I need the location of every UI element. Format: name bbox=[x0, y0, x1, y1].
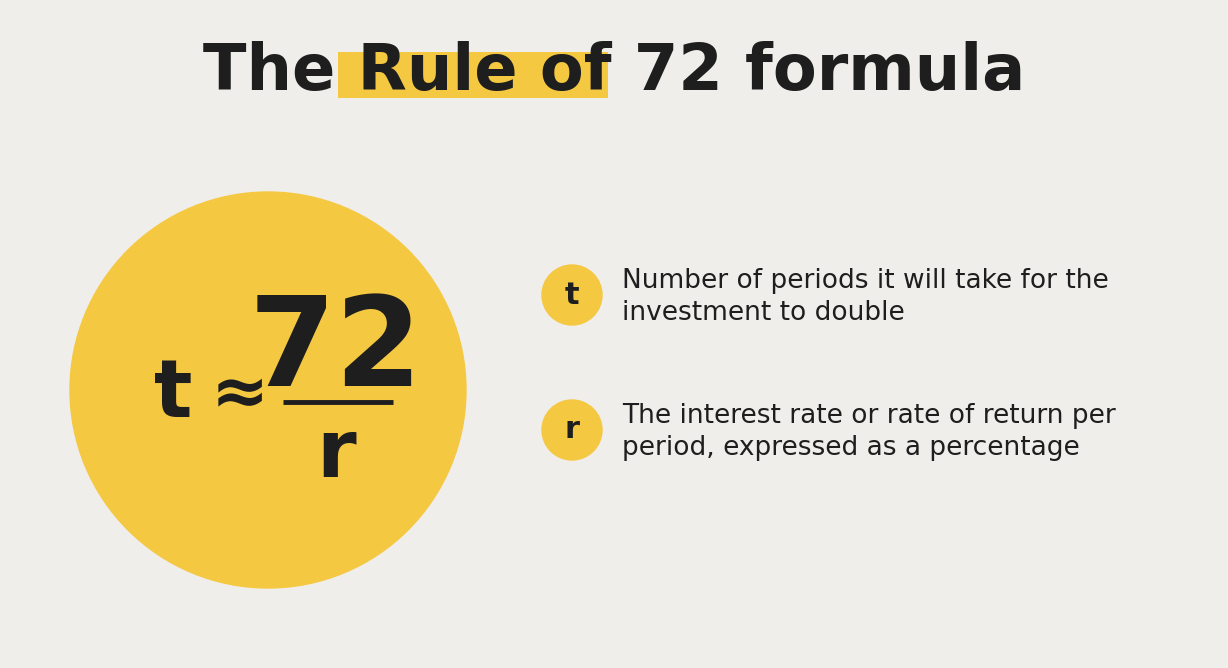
Text: t: t bbox=[565, 281, 580, 309]
Text: t: t bbox=[154, 356, 193, 434]
Text: r: r bbox=[565, 415, 580, 444]
Text: investment to double: investment to double bbox=[623, 300, 905, 326]
Text: Number of periods it will take for the: Number of periods it will take for the bbox=[623, 268, 1109, 294]
FancyBboxPatch shape bbox=[338, 52, 608, 98]
Circle shape bbox=[542, 265, 602, 325]
Circle shape bbox=[70, 192, 465, 588]
Text: r: r bbox=[316, 416, 356, 494]
Text: ≈: ≈ bbox=[211, 361, 269, 428]
Text: The Rule of 72 formula: The Rule of 72 formula bbox=[203, 41, 1025, 103]
Text: 72: 72 bbox=[249, 291, 422, 413]
Text: period, expressed as a percentage: period, expressed as a percentage bbox=[623, 435, 1079, 461]
Circle shape bbox=[542, 400, 602, 460]
Text: The interest rate or rate of return per: The interest rate or rate of return per bbox=[623, 403, 1116, 429]
